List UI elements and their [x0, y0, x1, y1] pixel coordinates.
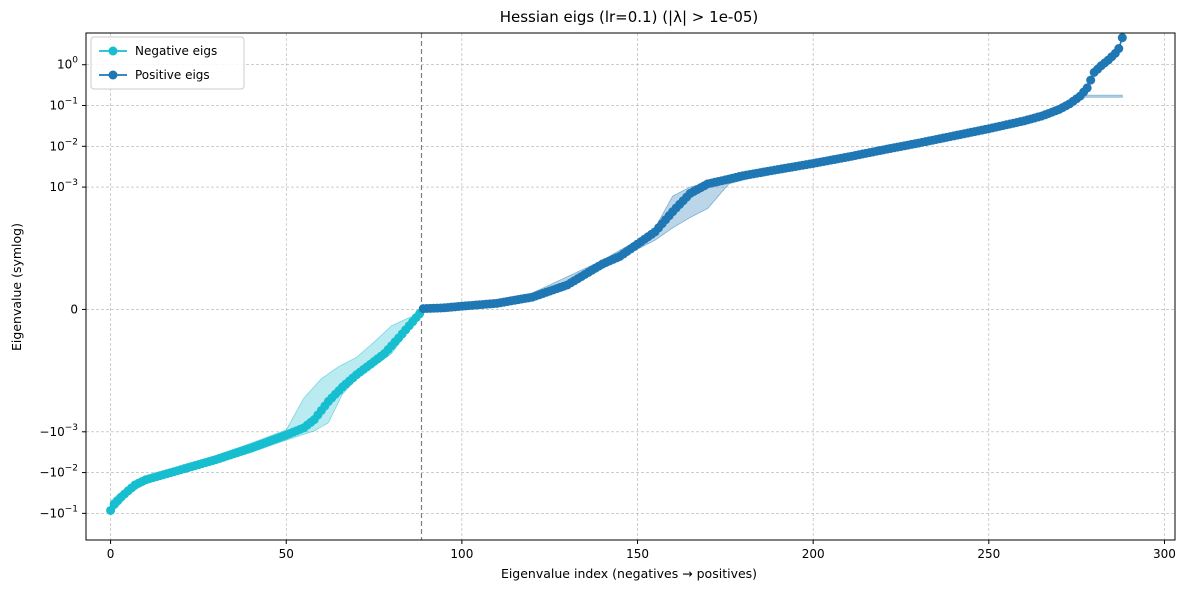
x-tick-label: 150: [626, 547, 649, 561]
chart-title: Hessian eigs (lr=0.1) (|λ| > 1e-05): [500, 8, 759, 26]
grid: [86, 33, 1175, 540]
series-1-point: [1082, 83, 1092, 93]
x-tick-label: 250: [977, 547, 1000, 561]
x-axis-label: Eigenvalue index (negatives → positives): [501, 566, 757, 581]
series-1-point: [1117, 33, 1127, 43]
x-tick-label: 200: [802, 547, 825, 561]
series-1-point: [1114, 44, 1124, 54]
legend: Negative eigs Positive eigs: [90, 36, 245, 90]
x-tick-label: 300: [1153, 547, 1176, 561]
legend-marker-negative: [108, 46, 118, 56]
legend-label-negative: Negative eigs: [135, 44, 217, 58]
x-tick-label: 50: [279, 547, 294, 561]
x-ticks: 0 50 100 150 200 250 300: [107, 540, 1176, 561]
legend-box: [90, 36, 245, 90]
y-tick-label: 0: [70, 302, 78, 316]
x-tick-label: 100: [450, 547, 473, 561]
y-axis-label: Eigenvalue (symlog): [9, 223, 24, 351]
legend-label-positive: Positive eigs: [135, 68, 210, 82]
plot-frame: [85, 32, 1176, 541]
x-tick-label: 0: [107, 547, 115, 561]
series: [106, 33, 1127, 515]
series-1-point: [1086, 75, 1096, 85]
legend-marker-positive: [108, 70, 118, 80]
